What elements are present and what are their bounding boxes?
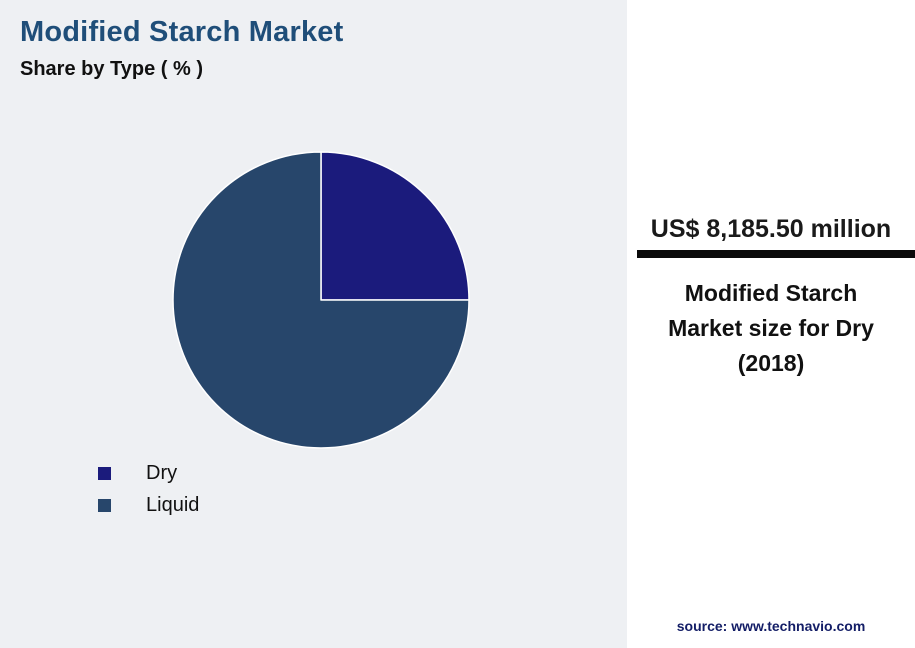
source-text: source: www.technavio.com xyxy=(676,618,866,634)
divider xyxy=(637,250,915,258)
pie-chart-svg xyxy=(172,151,470,449)
legend-swatch-dry xyxy=(98,467,111,480)
pie-slice-dry xyxy=(320,151,470,301)
pie-slice-liquid xyxy=(172,151,470,449)
legend-label-dry: Dry xyxy=(146,462,178,484)
pie-chart xyxy=(171,150,471,450)
legend-item-liquid: Liquid xyxy=(98,494,199,517)
stat-panel: US$ 8,185.50 million Modified Starch Mar… xyxy=(627,0,915,648)
stat-description: Modified Starch Market size for Dry (201… xyxy=(668,280,874,376)
page-title: Modified Starch Market xyxy=(20,16,344,48)
legend-swatch-liquid xyxy=(98,499,111,512)
legend-item-dry: Dry xyxy=(98,462,199,485)
stat-value: US$ 8,185.50 million xyxy=(650,215,892,243)
chart-area: Modified Starch Market Share by Type ( %… xyxy=(20,16,471,517)
legend-label-liquid: Liquid xyxy=(146,494,200,516)
chart-subtitle: Share by Type ( % ) xyxy=(20,58,204,80)
legend: Dry Liquid xyxy=(98,462,199,517)
